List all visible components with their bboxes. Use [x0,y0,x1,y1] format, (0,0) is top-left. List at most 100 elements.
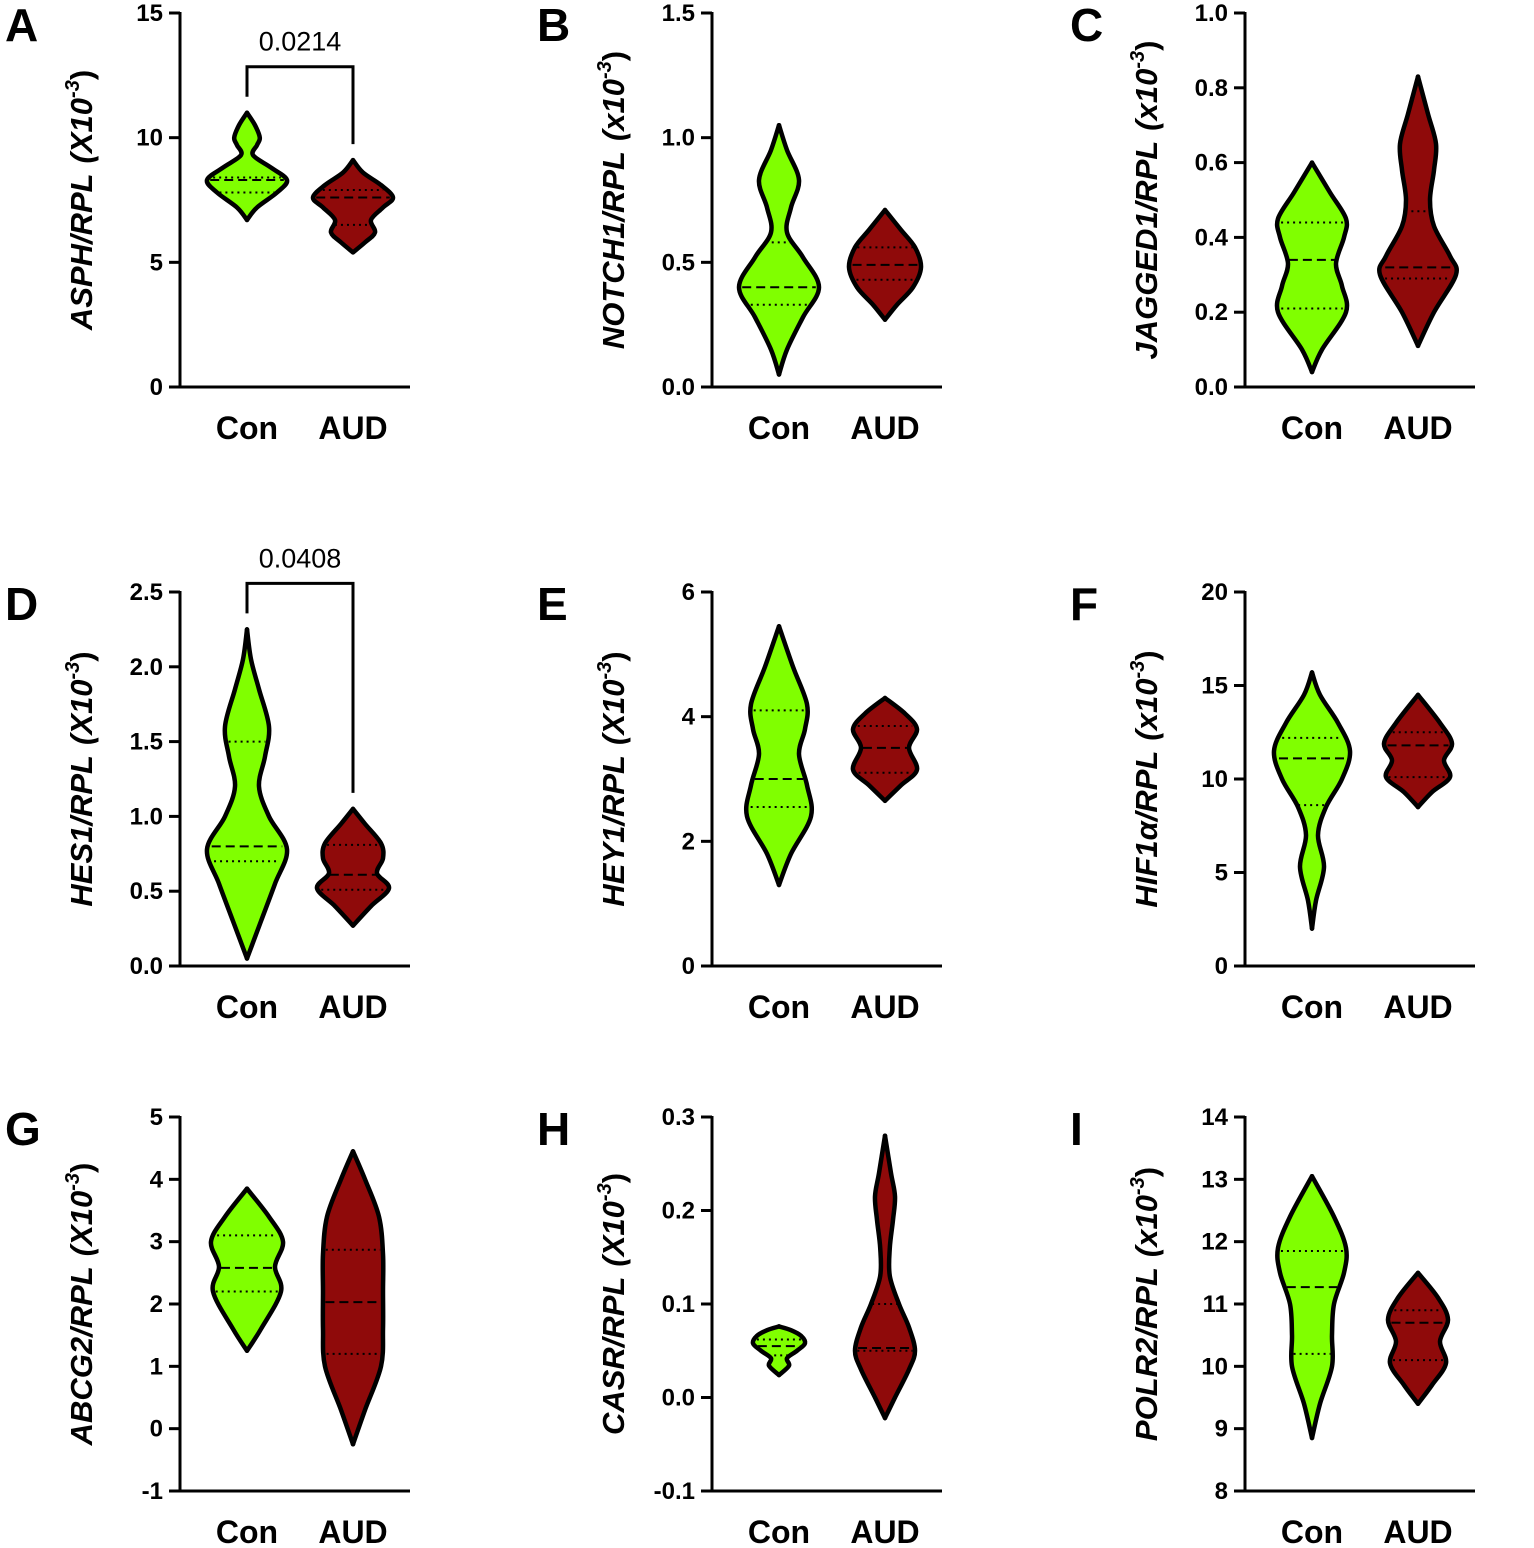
panel-letter: A [5,0,38,51]
y-label-gene: CASR/RPL [596,1277,631,1435]
violin-left [310,157,356,255]
y-tick-label: 2 [682,828,695,855]
panel: B 0.0 0.5 1.0 1.5 NOTCH1/RPL (x10-3) Con AUD [537,0,942,446]
violin-left [204,110,250,223]
y-tick-label: 13 [1201,1166,1228,1193]
violin-left [1275,1173,1315,1441]
y-tick-label: 10 [1201,766,1228,793]
y-axis-label: CASR/RPL (X10-3) [594,1173,631,1435]
y-label-unit: (X10 [596,680,631,745]
panel: E 0 2 4 6 HEY1/RPL (X10-3) Con AUD [537,578,942,1025]
y-tick-label: 6 [682,579,695,606]
panel: F 0 5 10 15 20 HIF1α/RPL (x10-3) Con AUD [1070,578,1475,1025]
panel-letter: B [537,0,570,51]
violin-right [1309,160,1350,375]
panel: H -0.1 0.0 0.1 0.2 0.3 CASR/RPL (X10-3) Con AUD [537,1103,942,1548]
y-tick-label: 5 [150,249,163,276]
panel-letter: G [5,1103,41,1155]
y-tick-label: 10 [1201,1353,1228,1380]
y-label-close: ) [596,1173,631,1183]
x-tick-label: AUD [850,410,919,446]
y-label-gene: ASPH/RPL [64,173,99,331]
panel-letter: F [1070,578,1098,630]
violin-right [350,157,396,255]
x-tick-label: Con [1281,1514,1343,1548]
y-label-exp: -3 [1127,661,1149,679]
y-axis-label: ASPH/RPL (X10-3) [62,70,99,331]
y-tick-label: 0.4 [1195,224,1229,251]
y-tick-label: 1.0 [130,803,163,830]
y-label-exp: -3 [594,662,616,680]
x-tick-label: Con [748,1514,810,1548]
y-tick-label: 1.5 [130,729,163,756]
x-tick-label: AUD [850,989,919,1025]
y-tick-label: 2.0 [130,654,163,681]
y-tick-label: 1 [150,1353,163,1380]
y-label-close: ) [596,51,631,61]
x-tick-label: Con [748,989,810,1025]
y-label-unit: (X10 [64,1191,99,1256]
y-tick-label: 15 [1201,673,1228,700]
y-axis-label: NOTCH1/RPL (x10-3) [594,51,631,349]
x-tick-label: AUD [1383,410,1452,446]
y-tick-label: 0.1 [662,1291,695,1318]
y-label-gene: HES1/RPL [64,755,99,907]
y-label-gene: HIF1α/RPL [1129,751,1164,908]
violin-left [1377,74,1421,349]
y-tick-label: 20 [1201,579,1228,606]
y-tick-label: 0.0 [1195,374,1228,401]
violin-left [736,122,782,377]
violin-right [776,624,815,888]
y-label-close: ) [64,1163,99,1173]
x-tick-label: Con [748,410,810,446]
y-axis-label: HES1/RPL (X10-3) [62,651,99,906]
panel: A 0 5 10 15 ASPH/RPL (X10-3) Con AUD 0.0214 [5,0,410,446]
y-label-gene: JAGGED1/RPL [1129,141,1164,360]
y-tick-label: 0.6 [1195,150,1228,177]
y-tick-label: 11 [1203,1291,1228,1318]
y-label-close: ) [1129,41,1164,51]
y-label-exp: -3 [594,61,616,79]
y-tick-label: 0 [1215,953,1228,980]
y-tick-label: 1.0 [662,125,695,152]
violin-left [1385,1270,1421,1406]
panel: C 0.0 0.2 0.4 0.6 0.8 1.0 JAGGED1/RPL (x10-3) Con… [1070,0,1475,446]
y-axis-label: JAGGED1/RPL (x10-3) [1127,41,1164,360]
y-label-close: ) [1129,650,1164,660]
y-label-unit: (X10 [64,98,99,163]
x-tick-label: AUD [318,410,387,446]
y-tick-label: 14 [1201,1104,1228,1131]
violin-right [1309,670,1353,931]
violin-right [1415,692,1455,810]
significance-bracket [245,581,355,793]
y-tick-label: 3 [150,1229,163,1256]
y-label-close: ) [596,651,631,661]
y-axis-label: POLR2/RPL (x10-3) [1127,1167,1164,1441]
y-axis-label: ABCG2/RPL (X10-3) [62,1163,99,1447]
violin-left [320,1149,356,1447]
x-tick-label: Con [216,410,278,446]
violin-right [776,1324,808,1378]
y-label-exp: -3 [1127,1177,1149,1195]
violin-left [743,624,782,888]
y-tick-label: 4 [682,704,696,731]
violin-right [882,695,920,804]
y-tick-label: 4 [150,1166,164,1193]
violin-left [1381,692,1421,810]
y-tick-label: 8 [1215,1478,1228,1505]
y-tick-label: 0 [150,1416,163,1443]
violin-right [350,806,392,928]
violin-left [314,806,356,928]
y-label-gene: POLR2/RPL [1129,1267,1164,1441]
panel-letter: H [537,1103,570,1155]
violin-right [776,122,822,377]
y-label-close: ) [1129,1167,1164,1177]
y-label-exp: -3 [1127,51,1149,69]
y-tick-label: 2 [150,1291,163,1318]
panel: I 8 9 10 11 12 13 14 POLR2/RPL (x10-3) Con AUD [1070,1103,1475,1548]
y-label-unit: (X10 [64,680,99,745]
panel-letter: C [1070,0,1103,51]
y-tick-label: 12 [1201,1229,1228,1256]
y-tick-label: 1.5 [662,0,695,27]
